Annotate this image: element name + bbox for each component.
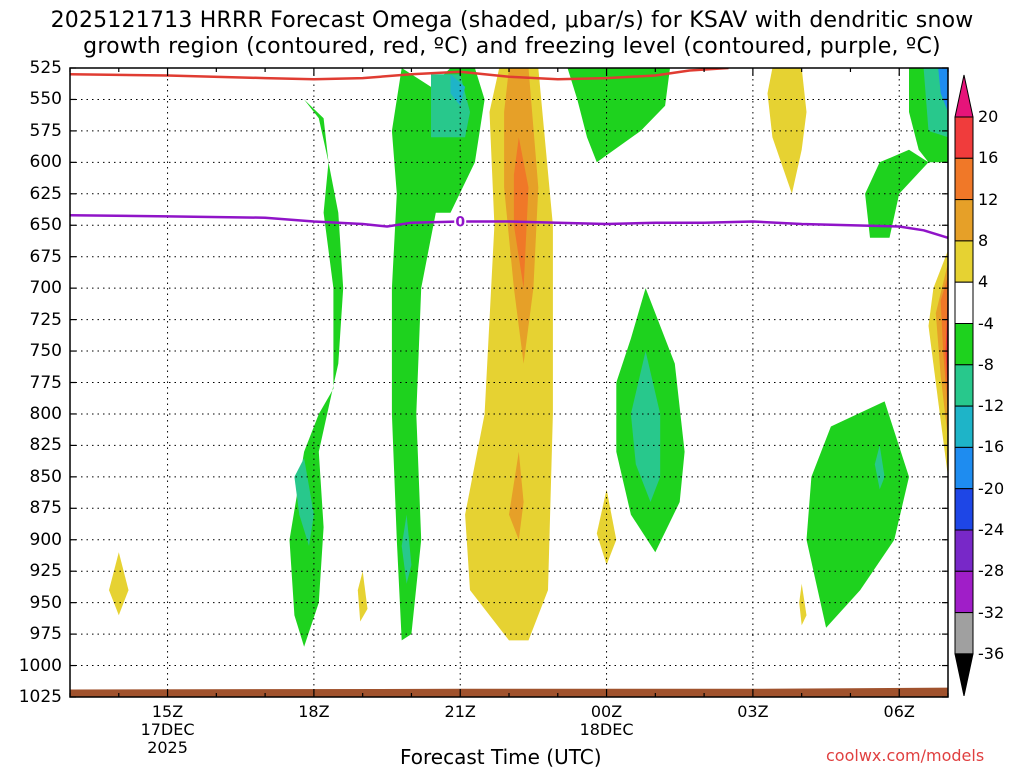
colorbar-label-3: 8 <box>978 230 989 250</box>
x-tick-label-3-0: 00Z <box>590 702 623 721</box>
y-tick-label-675: 675 <box>29 246 62 267</box>
y-tick-label-600: 600 <box>29 152 62 173</box>
colorbar-bin-4 <box>954 281 974 325</box>
omega-region-21 <box>357 571 368 622</box>
colorbar-top-arrow <box>954 74 974 118</box>
omega-region-26 <box>940 275 948 414</box>
omega-region-9 <box>806 401 909 628</box>
colorbar-bin-5 <box>954 323 974 366</box>
credit-link[interactable]: coolwx.com/models <box>826 746 985 765</box>
y-tick-label-825: 825 <box>29 435 62 456</box>
y-tick-label-800: 800 <box>29 403 62 424</box>
y-tick-label-1025: 1025 <box>18 687 62 707</box>
colorbar-label-4: 4 <box>978 272 989 292</box>
y-tick-label-950: 950 <box>29 592 62 613</box>
colorbar-label-7: -12 <box>978 396 1005 416</box>
colorbar-bin-11 <box>954 570 974 614</box>
colorbar-bin-0 <box>954 116 974 159</box>
x-tick-label-0-0: 15Z <box>151 702 184 721</box>
omega-region-19 <box>767 68 807 194</box>
x-tick-label-1-0: 18Z <box>298 702 330 721</box>
omega-region-2 <box>391 68 485 641</box>
axis-ticks <box>69 67 949 698</box>
colorbar-bin-10 <box>954 529 974 572</box>
colorbar-bottom-arrow <box>954 653 974 697</box>
y-tick-label-750: 750 <box>29 341 62 362</box>
y-tick-label-650: 650 <box>29 215 62 236</box>
colorbar-label-8: -16 <box>978 437 1005 457</box>
colorbar-bin-12 <box>954 612 974 655</box>
x-tick-label-5-0: 06Z <box>883 702 915 721</box>
y-tick-label-975: 975 <box>29 624 62 645</box>
colorbar-label-9: -20 <box>978 478 1005 498</box>
y-tick-label-700: 700 <box>29 278 62 299</box>
x-tick-label-0-2: 2025 <box>147 738 188 757</box>
y-tick-label-775: 775 <box>29 372 62 393</box>
y-tick-label-850: 850 <box>29 466 62 487</box>
x-tick-label-4-0: 03Z <box>737 702 769 721</box>
colorbar-bin-9 <box>954 488 974 531</box>
omega-region-1 <box>294 458 314 546</box>
colorbar-label-12: -32 <box>978 602 1005 622</box>
colorbar-label-1: 16 <box>978 148 999 168</box>
omega-region-22 <box>596 489 617 565</box>
y-tick-label-525: 525 <box>29 58 62 78</box>
terrain-band <box>70 687 948 697</box>
chart-title-line2: growth region (contoured, red, ºC) and f… <box>83 34 941 59</box>
omega-region-10 <box>874 445 885 490</box>
x-tick-label-2-0: 21Z <box>444 702 476 721</box>
omega-region-23 <box>799 583 807 626</box>
colorbar-bin-3 <box>954 240 974 283</box>
y-tick-label-1000: 1000 <box>18 655 62 676</box>
y-tick-label-625: 625 <box>29 183 62 204</box>
colorbar-label-11: -28 <box>978 561 1005 581</box>
omega-region-14 <box>938 68 948 112</box>
x-tick-label-0-1: 17DEC <box>140 720 195 739</box>
colorbar-bin-2 <box>954 199 974 242</box>
colorbar-label-13: -36 <box>978 643 1005 663</box>
y-tick-label-575: 575 <box>29 120 62 141</box>
colorbar-label-10: -24 <box>978 520 1005 539</box>
omega-region-8 <box>630 351 661 502</box>
colorbar-bin-7 <box>954 405 974 448</box>
omega-shaded-regions <box>109 68 948 647</box>
omega-region-20 <box>109 552 129 616</box>
colorbar-label-0: 20 <box>978 107 999 126</box>
omega-region-5 <box>401 514 412 584</box>
omega-region-11 <box>865 149 929 238</box>
omega-region-18 <box>509 451 524 540</box>
gridlines <box>70 68 948 697</box>
freezing-label-bg <box>454 213 467 230</box>
omega-region-4 <box>450 74 466 106</box>
colorbar-bin-1 <box>954 157 974 201</box>
omega-region-17 <box>513 137 529 289</box>
x-axis-title: Forecast Time (UTC) <box>400 745 602 769</box>
colorbar <box>954 74 974 697</box>
terrain-fill <box>70 687 948 697</box>
freezing-level-label: 0 <box>455 214 465 230</box>
colorbar-bin-6 <box>954 364 974 407</box>
freezing-level-contour-line <box>70 213 948 239</box>
colorbar-label-2: 12 <box>978 189 999 209</box>
colorbar-bin-8 <box>954 446 974 490</box>
chart-title-line1: 2025121713 HRRR Forecast Omega (shaded, … <box>50 8 974 33</box>
y-tick-label-550: 550 <box>29 89 62 110</box>
x-tick-label-3-1: 18DEC <box>579 720 634 739</box>
y-tick-label-875: 875 <box>29 498 62 519</box>
omega-region-6 <box>567 68 670 163</box>
y-tick-label-900: 900 <box>29 529 62 550</box>
y-tick-label-925: 925 <box>29 561 62 582</box>
y-tick-label-725: 725 <box>29 309 62 330</box>
colorbar-label-5: -4 <box>978 313 994 333</box>
omega-region-0 <box>289 99 344 647</box>
colorbar-label-6: -8 <box>978 354 994 374</box>
